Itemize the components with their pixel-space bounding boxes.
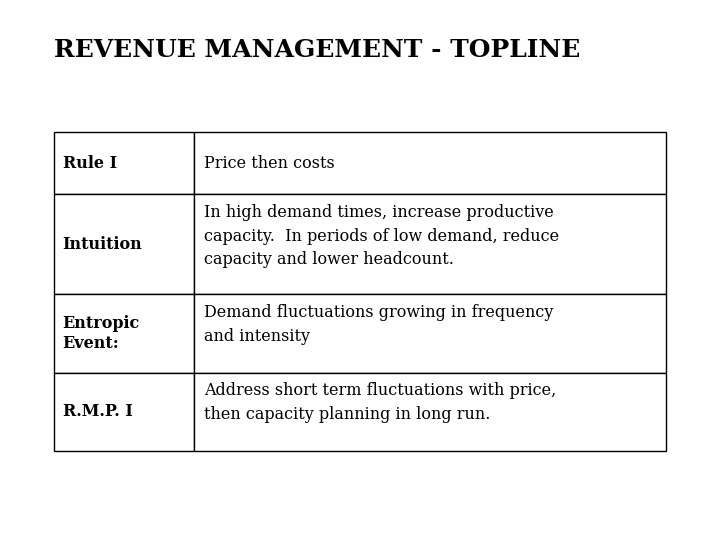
Text: Intuition: Intuition <box>63 236 143 253</box>
Text: R.M.P. I: R.M.P. I <box>63 403 132 420</box>
Text: Entropic
Event:: Entropic Event: <box>63 315 140 352</box>
Text: Demand fluctuations growing in frequency
and intensity: Demand fluctuations growing in frequency… <box>204 304 554 345</box>
Text: In high demand times, increase productive
capacity.  In periods of low demand, r: In high demand times, increase productiv… <box>204 204 559 268</box>
Text: REVENUE MANAGEMENT - TOPLINE: REVENUE MANAGEMENT - TOPLINE <box>54 38 580 62</box>
Text: Address short term fluctuations with price,
then capacity planning in long run.: Address short term fluctuations with pri… <box>204 382 557 423</box>
Text: Rule I: Rule I <box>63 155 117 172</box>
Text: Price then costs: Price then costs <box>204 155 336 172</box>
